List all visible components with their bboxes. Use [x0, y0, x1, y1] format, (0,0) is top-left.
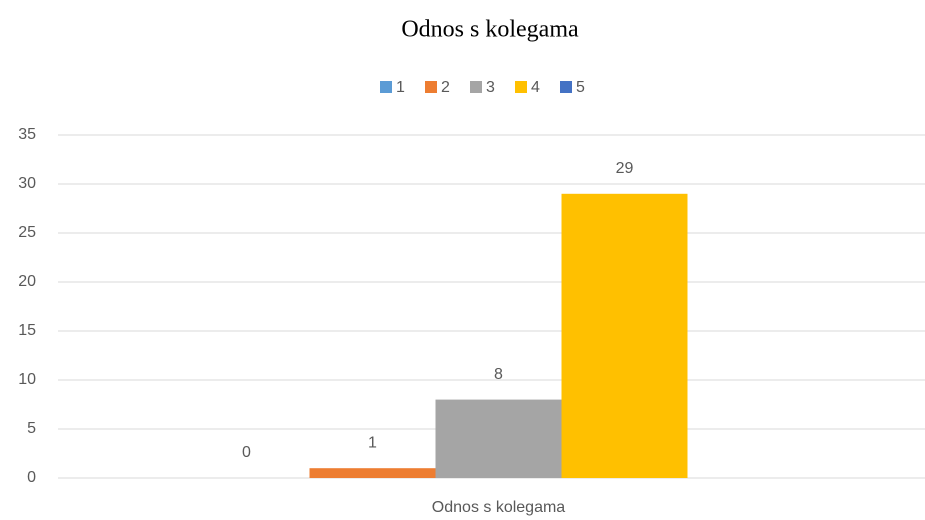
y-tick-label: 35	[18, 126, 36, 143]
legend-label: 2	[441, 79, 450, 96]
data-label: 29	[616, 160, 634, 177]
y-tick-label: 30	[18, 175, 36, 192]
legend-label: 1	[396, 79, 405, 96]
data-label: 0	[242, 444, 251, 461]
bar	[309, 468, 436, 478]
legend-swatch	[470, 81, 482, 93]
legend-label: 5	[576, 79, 585, 96]
legend-label: 4	[531, 79, 540, 96]
legend-swatch	[560, 81, 572, 93]
legend-swatch	[380, 81, 392, 93]
y-tick-label: 15	[18, 322, 36, 339]
data-label: 8	[494, 366, 503, 383]
y-tick-label: 10	[18, 371, 36, 388]
legend-swatch	[425, 81, 437, 93]
x-tick-label: Odnos s kolegama	[432, 499, 566, 516]
y-tick-label: 25	[18, 224, 36, 241]
bar	[435, 399, 562, 478]
y-tick-label: 20	[18, 273, 36, 290]
y-tick-label: 0	[27, 469, 36, 486]
bar	[561, 193, 688, 479]
chart-title: Odnos s kolegama	[401, 17, 579, 43]
data-label: 1	[368, 434, 377, 451]
legend-swatch	[515, 81, 527, 93]
legend-label: 3	[486, 79, 495, 96]
y-tick-label: 5	[27, 420, 36, 437]
